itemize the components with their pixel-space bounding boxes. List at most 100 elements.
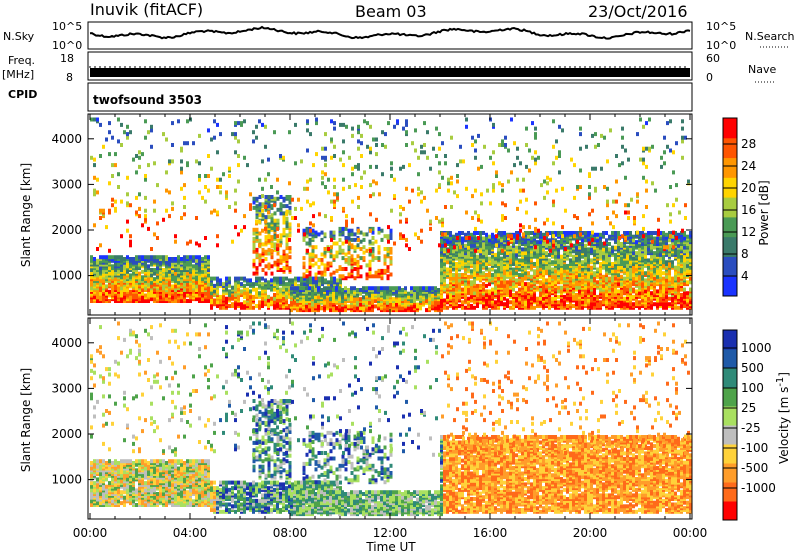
power-cell [560, 298, 563, 303]
power-cell [96, 299, 99, 303]
power-cell [647, 265, 650, 270]
power-cell [554, 238, 557, 243]
power-cell [665, 232, 668, 237]
power-cell [156, 255, 159, 260]
power-cell [452, 291, 455, 296]
power-cell [521, 247, 524, 252]
power-cell [347, 232, 351, 237]
power-cell [530, 236, 533, 241]
power-cell [273, 300, 276, 305]
power-cell [267, 298, 270, 303]
power-cell [572, 283, 575, 288]
power-cell [168, 280, 171, 285]
power-cell [467, 296, 470, 301]
power-cell [536, 260, 539, 265]
power-cell [515, 296, 518, 301]
power-cell [512, 247, 515, 252]
power-cell [156, 258, 159, 263]
power-cell [524, 256, 527, 261]
power-cell [626, 273, 629, 277]
power-cell [282, 227, 286, 232]
power-cell [252, 246, 256, 251]
power-cell [524, 285, 527, 290]
power-cell [356, 288, 359, 292]
power-cell [587, 274, 590, 279]
power-cell [536, 231, 539, 235]
power-cell [282, 216, 286, 221]
power-cell [353, 245, 357, 250]
power-cell [608, 242, 611, 246]
power-cell [407, 291, 410, 296]
power-cell [273, 222, 277, 227]
power-cell [192, 264, 195, 269]
power-cell [479, 249, 482, 254]
power-cell [650, 273, 653, 277]
power-cell [261, 258, 265, 263]
power-cell [258, 213, 262, 218]
power-cell [105, 275, 108, 280]
power-cell [461, 287, 464, 292]
power-cell [261, 247, 265, 252]
power-cell [261, 282, 264, 287]
power-cell [533, 305, 536, 310]
power-cell [267, 304, 270, 308]
power-cell [362, 250, 366, 255]
power-cell [572, 294, 575, 299]
power-cell [413, 304, 416, 309]
power-cell [536, 296, 539, 301]
power-cell [605, 254, 608, 259]
power-cell [347, 228, 351, 233]
nsky-label: N.Sky [3, 30, 35, 43]
power-cell [362, 295, 365, 300]
power-cell [276, 258, 280, 263]
power-cell [563, 263, 566, 268]
power-cell [617, 289, 620, 294]
power-cell [479, 242, 482, 246]
power-cell [111, 286, 114, 291]
power-cell [293, 286, 296, 291]
power-cell [653, 245, 656, 250]
power-cell [249, 294, 252, 299]
power-cell [377, 230, 381, 235]
power-cell [111, 264, 114, 269]
power-cell [407, 295, 410, 300]
power-cell [255, 247, 259, 252]
power-cell [314, 245, 318, 250]
power-cell [575, 274, 578, 279]
power-cell [338, 265, 342, 270]
power-cell [599, 262, 602, 266]
power-cell [536, 249, 539, 254]
power-cell [662, 260, 665, 265]
power-cell [270, 226, 274, 230]
power-cell [494, 282, 497, 287]
power-cell [341, 226, 345, 231]
power-cell [521, 251, 524, 256]
power-cell [473, 305, 476, 310]
power-cell [168, 257, 171, 261]
power-cell [536, 265, 539, 270]
power-cell [96, 289, 99, 294]
power-cell [240, 289, 243, 294]
power-cell [395, 308, 398, 313]
power-cell [288, 222, 292, 227]
power-cell [509, 245, 512, 250]
power-cell [518, 238, 521, 243]
power-cell [650, 231, 653, 235]
power-cell [371, 241, 375, 246]
power-cell [461, 265, 464, 270]
power-cell [273, 235, 277, 240]
power-cell [368, 267, 372, 271]
power-cell [488, 294, 491, 299]
power-cell [644, 296, 647, 301]
power-cell [120, 258, 123, 263]
power-cell [255, 196, 259, 201]
power-cell [207, 289, 210, 294]
power-cell [659, 283, 662, 288]
power-cell [255, 235, 259, 240]
power-cell [368, 300, 371, 305]
power-cell [662, 263, 665, 268]
power-cell [368, 252, 372, 257]
power-cell [159, 286, 162, 291]
power-cell [252, 200, 256, 205]
